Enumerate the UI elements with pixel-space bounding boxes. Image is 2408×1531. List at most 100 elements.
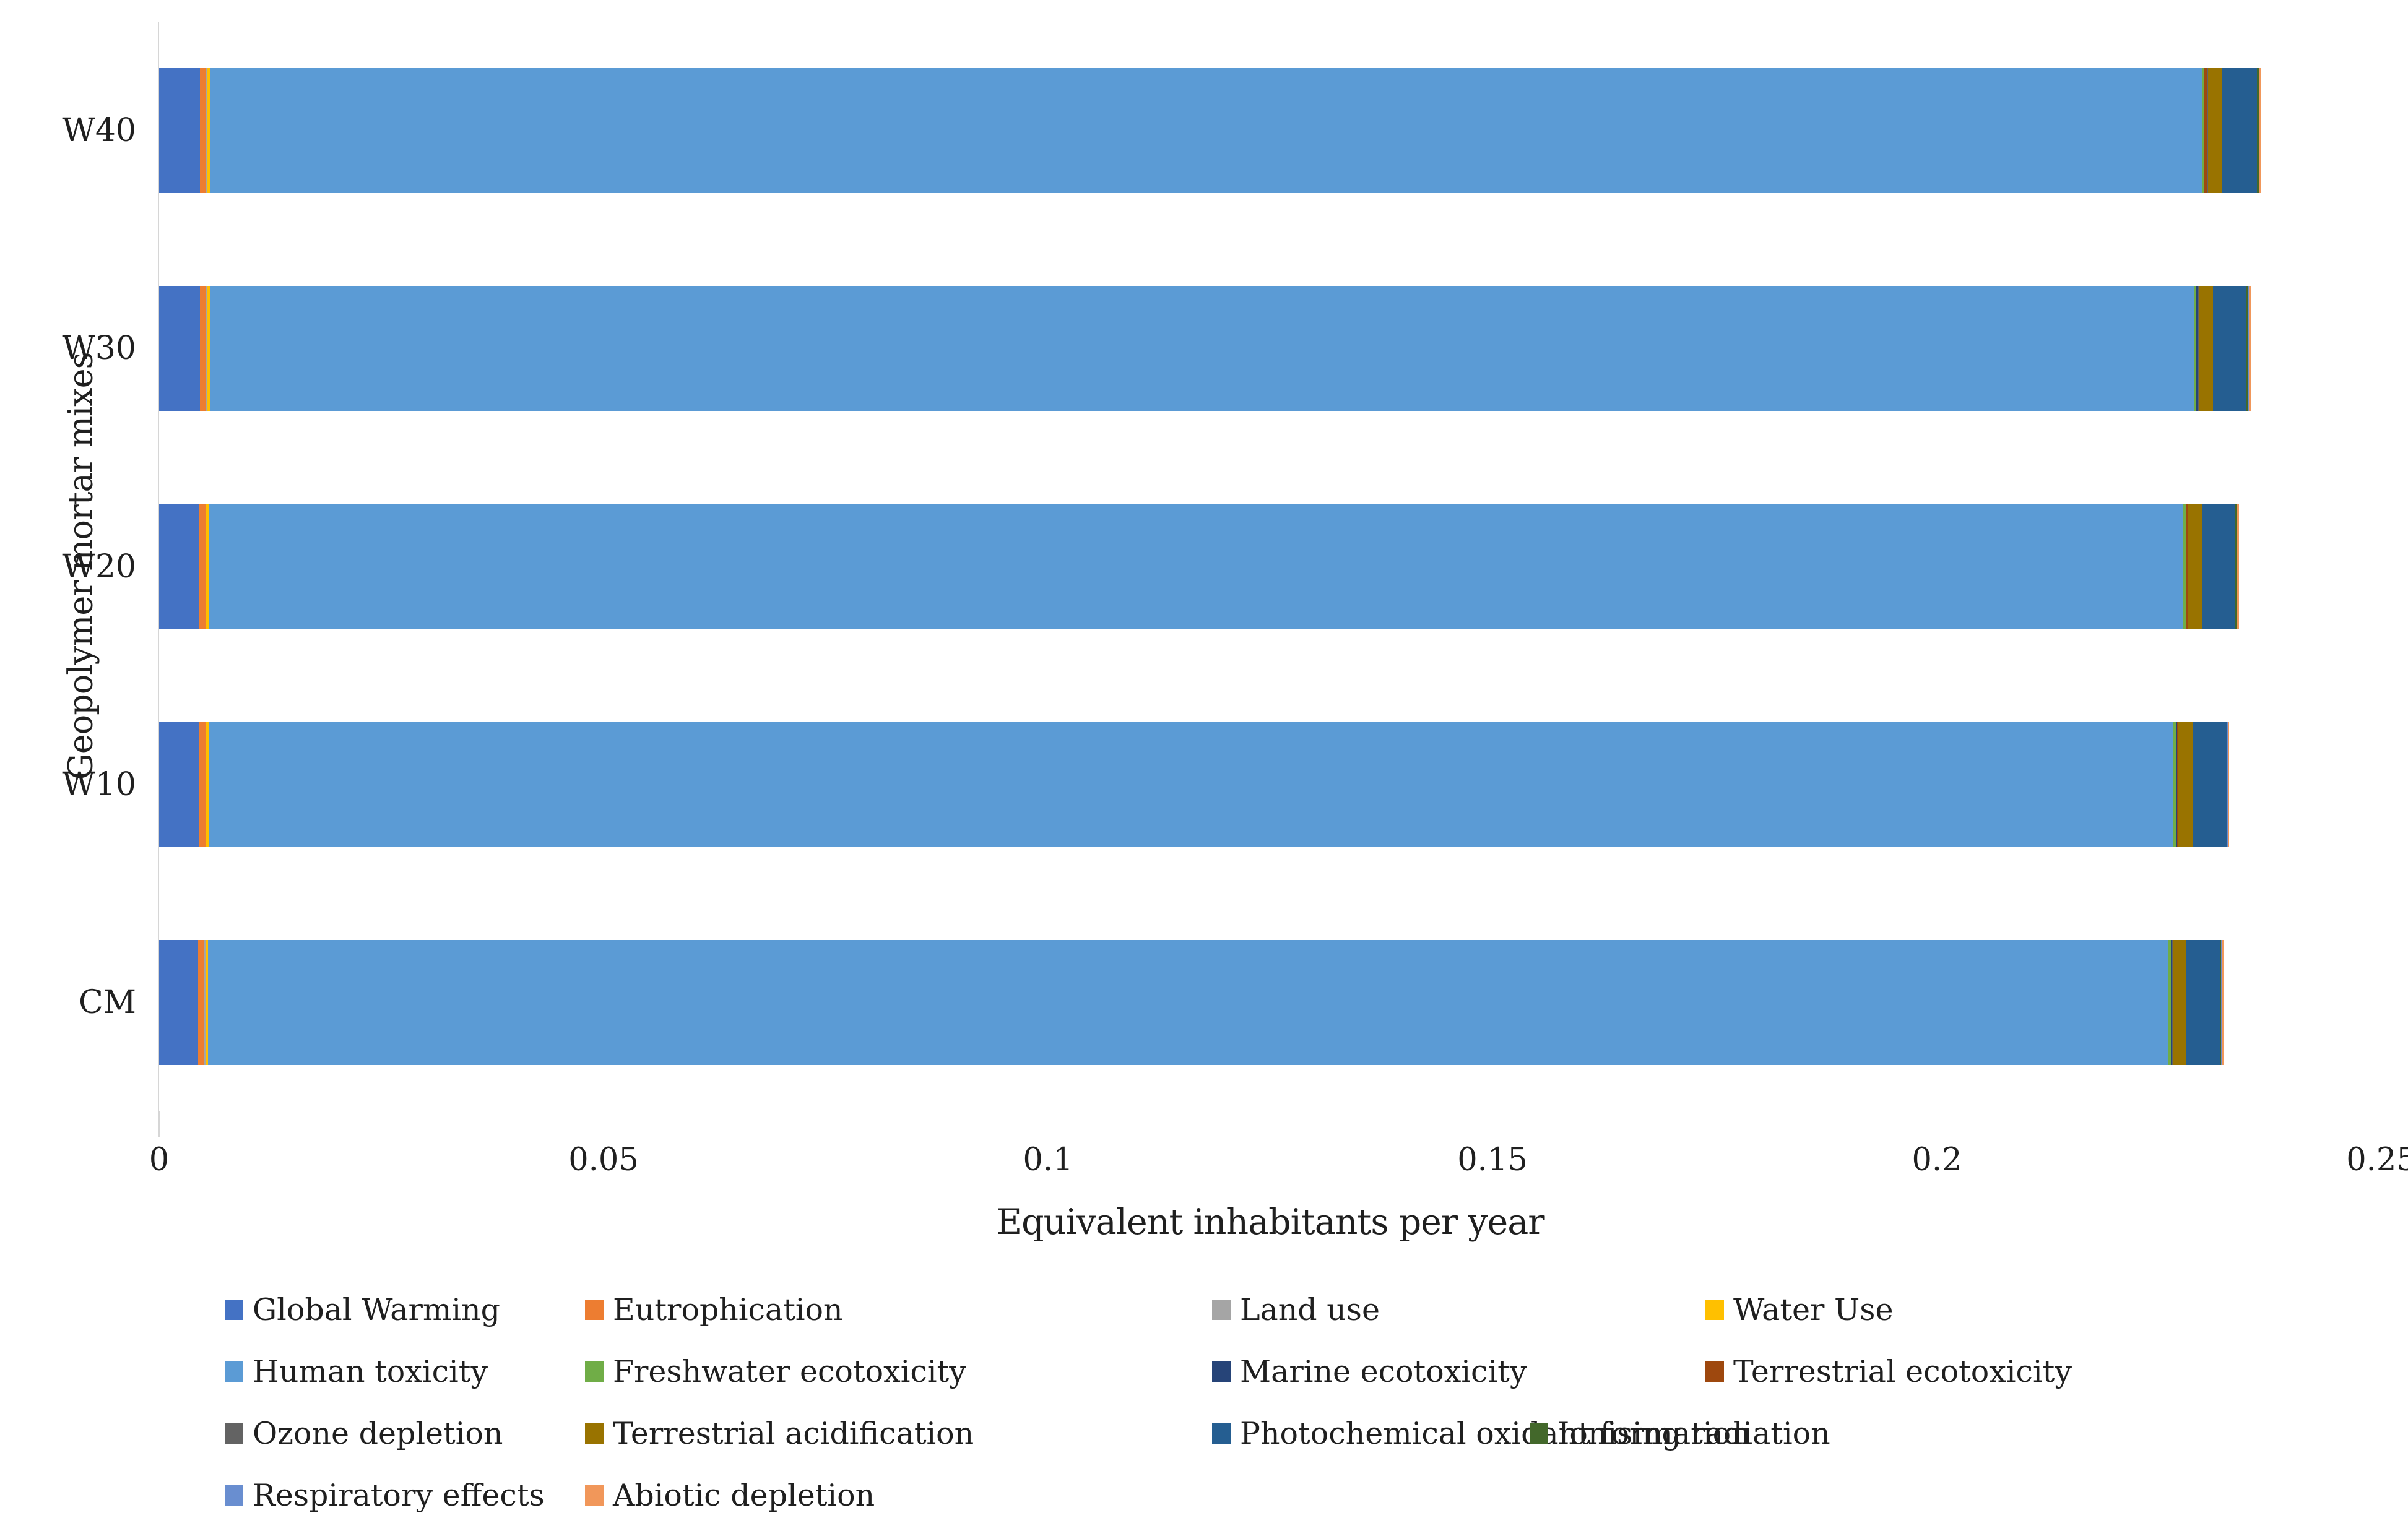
legend-item: Water Use [1705,1292,1893,1327]
bar-segment [2207,68,2222,194]
bar-segment [204,939,206,1065]
bar-segment [2220,939,2222,1065]
legend-item: Terrestrial acidification [585,1416,974,1451]
legend-item: Ozone depletion [225,1416,503,1451]
bar-segment [200,286,207,412]
bar-segment [199,722,206,847]
legend-label: Respiratory effects [253,1477,545,1513]
category-label: W20 [62,548,136,585]
legend-swatch-icon [225,1299,243,1320]
bar-row-W10 [159,722,2381,847]
legend-item: Global Warming [225,1292,500,1327]
bar-segment [2172,939,2173,1065]
legend-swatch-icon [1212,1423,1231,1444]
legend-label: Terrestrial acidification [613,1415,974,1451]
legend-item: Marine ecotoxicity [1212,1354,1527,1389]
bar-segment [2193,286,2197,412]
bar-segment [159,722,199,847]
legend-label: Marine ecotoxicity [1240,1353,1527,1389]
bar-segment [2246,286,2248,412]
bar-segment [2170,939,2172,1065]
legend-item: Respiratory effects [225,1477,545,1513]
bar-segment [159,68,201,194]
legend-label: Ozone depletion [253,1415,503,1451]
bar-segment [2183,504,2186,629]
legend-swatch-icon [585,1485,604,1506]
legend-swatch-icon [225,1485,243,1506]
bar-segment [209,504,2183,629]
bar-row-CM [159,939,2381,1065]
bar-row-W30 [159,286,2381,412]
bar-segment [209,722,2173,847]
legend-swatch-icon [1212,1299,1231,1320]
bar-segment [2168,939,2171,1065]
bar-segment [2227,722,2228,847]
legend-label: Terrestrial ecotoxicity [1733,1353,2072,1389]
bar-segment [207,286,210,412]
x-axis-tick-label: 0.15 [1457,1142,1528,1178]
bar-segment [2173,939,2187,1065]
legend-label: Human toxicity [253,1353,488,1389]
x-axis-tick-label: 0.05 [568,1142,639,1178]
bar-segment [2201,68,2204,194]
bar-segment [2198,286,2199,412]
bar-segment [206,286,207,412]
legend-swatch-icon [1530,1423,1548,1444]
bar-segment [209,68,2202,194]
x-axis-tick-label: 0 [149,1142,170,1178]
bar-row-W20 [159,504,2381,629]
category-label: W30 [62,330,136,368]
bar-segment [2228,722,2230,847]
bar-segment [2186,504,2188,629]
legend-swatch-icon [585,1361,604,1382]
legend-label: Eutrophication [613,1292,843,1327]
bar-segment [2186,939,2220,1065]
legend-swatch-icon [585,1423,604,1444]
legend-label: Photochemical oxidant formation [1240,1415,1751,1451]
legend-swatch-icon [225,1423,243,1444]
bar-segment [2178,722,2193,847]
x-axis-tick-label: 0.2 [1912,1142,1962,1178]
bar-segment [159,939,199,1065]
bar-segment [2176,722,2178,847]
bar-segment [199,504,206,629]
legend-item: Ionising radiation [1530,1416,1830,1451]
bar-segment [159,286,201,412]
bar-segment [2237,504,2240,629]
legend-item: Terrestrial ecotoxicity [1705,1354,2072,1389]
legend-swatch-icon [1705,1299,1724,1320]
legend-item: Freshwater ecotoxicity [585,1354,966,1389]
legend-label: Ionising radiation [1557,1415,1830,1451]
bar-segment [2199,286,2214,412]
bar-segment [2259,68,2261,194]
x-axis-tick-label: 0.1 [1023,1142,1073,1178]
legend-swatch-icon [585,1299,604,1320]
legend-label: Water Use [1733,1292,1894,1327]
bar-segment [206,68,207,194]
bar-segment [200,68,207,194]
legend-label: Land use [1240,1292,1380,1327]
bar-segment [209,286,2194,412]
legend-item: Eutrophication [585,1292,843,1327]
legend-item: Human toxicity [225,1354,488,1389]
legend-item: Abiotic depletion [585,1478,875,1513]
bar-segment [2256,68,2259,194]
bar-segment [2202,504,2236,629]
bar-segment [207,939,2168,1065]
legend-swatch-icon [225,1361,243,1382]
legend-item: Land use [1212,1292,1380,1327]
bar-segment [2235,504,2237,629]
bar-segment [2221,939,2222,1065]
plot-area [159,22,2381,1111]
category-label: W10 [62,766,136,803]
legend-label: Global Warming [253,1292,500,1327]
bar-segment [206,504,209,629]
bar-segment [2222,68,2257,194]
bar-segment [2222,939,2224,1065]
bar-segment [2188,504,2203,629]
bar-segment [198,939,205,1065]
bar-segment [207,68,210,194]
bar-segment [2196,286,2198,412]
legend-label: Freshwater ecotoxicity [613,1353,966,1389]
